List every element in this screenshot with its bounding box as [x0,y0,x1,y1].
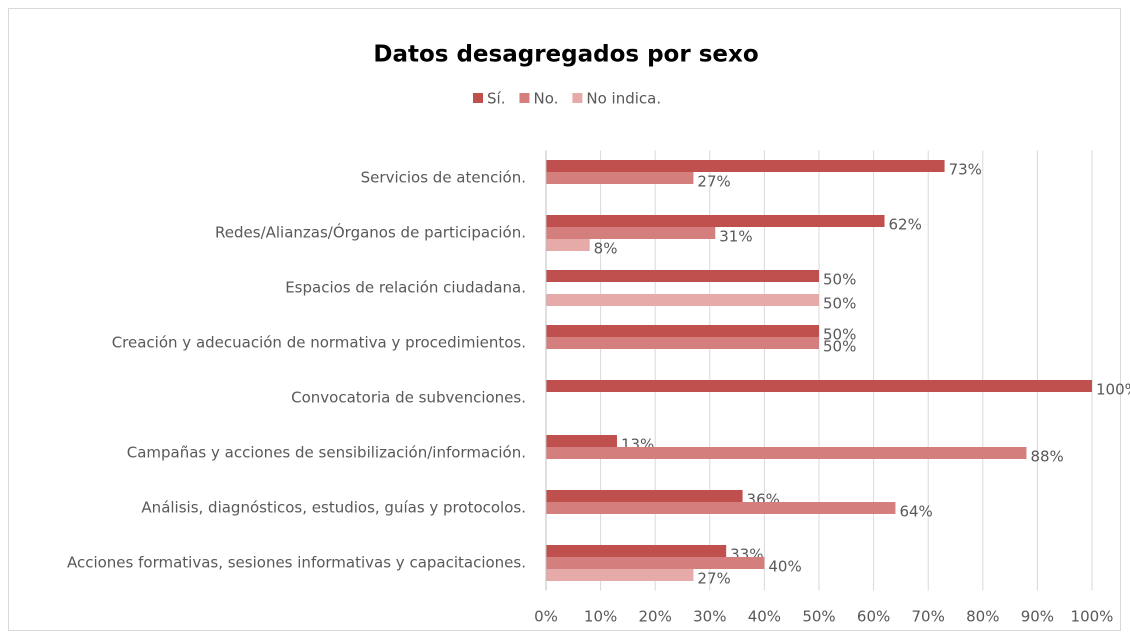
x-tick-label: 20% [639,608,672,626]
x-tick-label: 80% [966,608,999,626]
value-label: 40% [768,558,801,576]
bar [546,435,617,447]
bar [546,215,885,227]
value-label: 50% [823,338,856,356]
bar [546,160,945,172]
bar [546,557,765,569]
value-label: 27% [697,570,730,588]
y-tick-label: Espacios de relación ciudadana. [285,279,526,297]
x-tick-label: 100% [1071,608,1114,626]
value-label: 100% [1096,381,1130,399]
chart-frame [8,8,1121,631]
y-tick-label: Redes/Alianzas/Órganos de participación. [215,223,526,242]
x-tick-label: 30% [693,608,726,626]
x-tick-label: 0% [534,608,558,626]
bar [546,490,743,502]
value-label: 27% [697,173,730,191]
legend-label: No. [533,90,558,108]
legend-swatch [572,93,583,103]
legend-label: Sí. [487,90,505,108]
value-label: 88% [1030,448,1063,466]
bar [546,239,590,251]
y-tick-label: Creación y adecuación de normativa y pro… [112,334,526,352]
y-tick-label: Convocatoria de subvenciones. [291,389,526,407]
value-label: 50% [823,271,856,289]
value-label: 50% [823,326,856,344]
x-tick-label: 40% [748,608,781,626]
x-tick-label: 10% [584,608,617,626]
bar [546,325,819,337]
value-label: 62% [889,216,922,234]
legend-swatch [473,93,483,103]
y-tick-label: Acciones formativas, sesiones informativ… [67,554,526,572]
bar [546,569,694,581]
legend-swatch [519,93,530,103]
bar [546,294,819,306]
x-tick-label: 50% [802,608,835,626]
y-tick-label: Servicios de atención. [361,169,526,187]
x-tick-label: 60% [857,608,890,626]
value-label: 31% [719,228,752,246]
bar [546,380,1092,392]
bar [546,545,727,557]
bar [546,270,819,282]
value-label: 73% [949,161,982,179]
bar [546,447,1027,459]
value-label: 50% [823,295,856,313]
y-tick-label: Campañas y acciones de sensibilización/i… [127,444,526,462]
bar [546,227,716,239]
y-tick-label: Análisis, diagnósticos, estudios, guías … [141,499,526,517]
bar [546,502,896,514]
bar [546,172,694,184]
legend-label: No indica. [586,90,661,108]
x-tick-label: 70% [912,608,945,626]
x-tick-label: 90% [1021,608,1054,626]
value-label: 8% [594,240,618,258]
value-label: 64% [899,503,932,521]
chart-title: Datos desagregados por sexo [373,42,758,68]
bar [546,337,819,349]
